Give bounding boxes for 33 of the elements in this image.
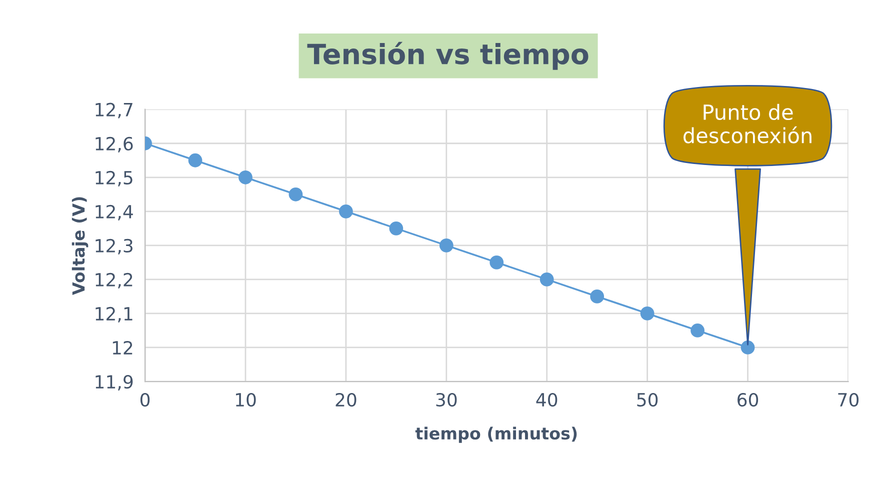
y-axis-title: Voltaje (V) (72, 197, 88, 296)
x-tick-label: 20 (336, 392, 356, 407)
point (339, 204, 353, 218)
point (640, 306, 654, 320)
y-tick-label: 12,5 (96, 170, 132, 186)
point (540, 272, 554, 286)
y-tick-label: 12 (112, 340, 132, 354)
x-tick-label: 30 (436, 392, 457, 407)
point (690, 324, 704, 338)
y-tick-label: 11,9 (96, 374, 133, 390)
point (238, 170, 252, 184)
y-tick-label: 12,7 (96, 102, 132, 118)
x-tick-label: 40 (536, 392, 558, 407)
x-tick-label: 60 (738, 392, 758, 407)
point (590, 290, 604, 304)
x-tick-label: 50 (637, 392, 658, 407)
y-tick-label: 12,1 (96, 306, 132, 322)
y-tick-label: 12,6 (96, 136, 133, 152)
x-axis-title: tiempo (minutos) (415, 426, 577, 443)
point (389, 221, 404, 236)
y-tick-label: 12,2 (96, 272, 132, 288)
point (490, 255, 504, 270)
x-tick-label: 70 (838, 392, 859, 407)
x-tick-label: 10 (236, 392, 256, 407)
y-tick-label: 12,3 (96, 238, 132, 254)
point (188, 153, 202, 168)
point (439, 238, 454, 252)
point (288, 187, 303, 202)
annotation: Punto de desconexión (684, 104, 812, 144)
point (740, 340, 755, 354)
chart-title: Tensión vs tiempo (307, 42, 588, 70)
y-tick-label: 12,4 (96, 204, 133, 220)
x-tick-label: 0 (140, 392, 150, 407)
